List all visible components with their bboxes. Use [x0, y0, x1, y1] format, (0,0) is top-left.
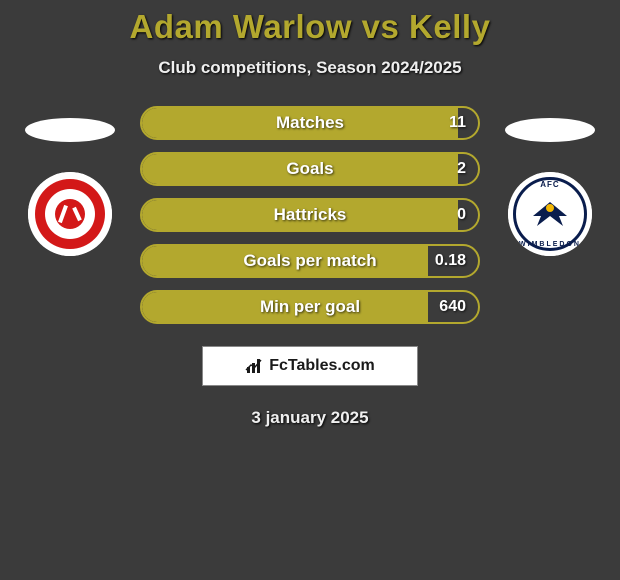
main-row: Matches 11 Goals 2 Hattricks 0 Goals per… [0, 106, 620, 324]
left-logo-ball-icon [55, 199, 85, 229]
left-logo-outer [28, 172, 112, 256]
brand-text: FcTables.com [269, 357, 375, 375]
stat-bar-goals: Goals 2 [140, 152, 480, 186]
stat-label: Min per goal [142, 297, 478, 317]
right-team-logo: AFC WIMBLEDON [508, 172, 592, 256]
stat-label: Goals [142, 159, 478, 179]
subtitle: Club competitions, Season 2024/2025 [0, 58, 620, 78]
stat-label: Hattricks [142, 205, 478, 225]
stat-value: 11 [449, 114, 466, 132]
stat-bar-matches: Matches 11 [140, 106, 480, 140]
stat-bar-hattricks: Hattricks 0 [140, 198, 480, 232]
stat-bar-goals-per-match: Goals per match 0.18 [140, 244, 480, 278]
left-logo-inner [45, 189, 95, 239]
stat-value: 0.18 [435, 252, 466, 270]
left-team-logo [28, 172, 112, 256]
left-side [20, 106, 120, 256]
stats-column: Matches 11 Goals 2 Hattricks 0 Goals per… [140, 106, 480, 324]
bar-chart-icon [245, 357, 263, 375]
right-logo-arc-top: AFC [508, 180, 592, 189]
stat-value: 640 [439, 298, 466, 316]
right-side: AFC WIMBLEDON [500, 106, 600, 256]
eagle-icon [527, 198, 573, 230]
right-logo-arc-bottom: WIMBLEDON [508, 241, 592, 248]
stat-value: 0 [457, 206, 466, 224]
date-text: 3 january 2025 [0, 408, 620, 428]
right-name-ellipse [505, 118, 595, 142]
left-name-ellipse [25, 118, 115, 142]
comparison-card: Adam Warlow vs Kelly Club competitions, … [0, 0, 620, 428]
stat-label: Goals per match [142, 251, 478, 271]
stat-value: 2 [457, 160, 466, 178]
stat-label: Matches [142, 113, 478, 133]
right-logo-outer: AFC WIMBLEDON [508, 172, 592, 256]
stat-bar-min-per-goal: Min per goal 640 [140, 290, 480, 324]
page-title: Adam Warlow vs Kelly [0, 8, 620, 46]
brand-box[interactable]: FcTables.com [202, 346, 418, 386]
